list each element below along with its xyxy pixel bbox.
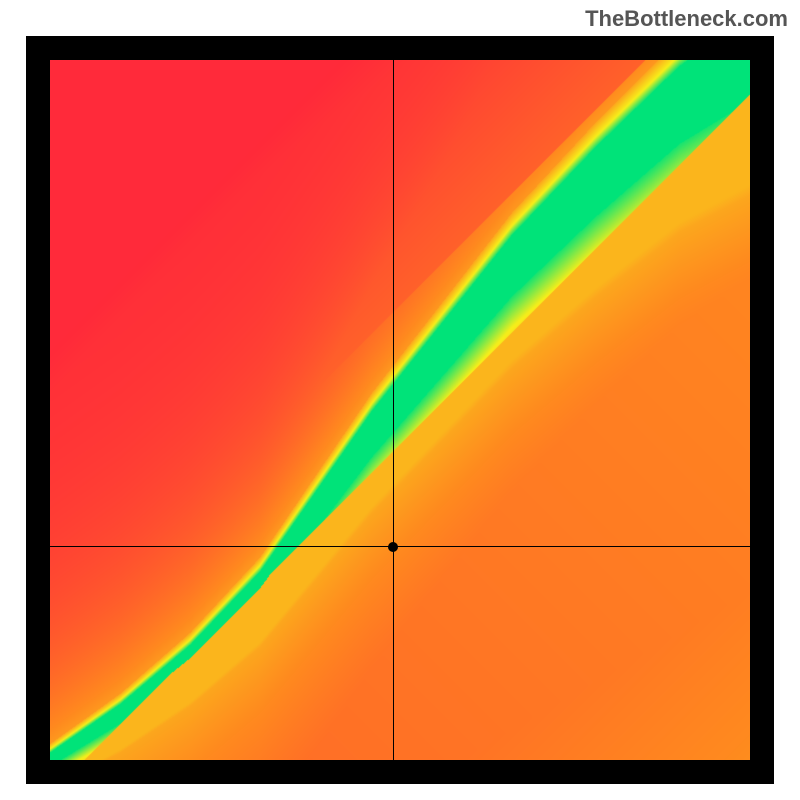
heatmap-canvas bbox=[50, 60, 750, 760]
attribution-text: TheBottleneck.com bbox=[585, 6, 788, 32]
crosshair-horizontal bbox=[50, 546, 750, 547]
crosshair-marker bbox=[388, 542, 398, 552]
chart-container: TheBottleneck.com bbox=[0, 0, 800, 800]
plot-area bbox=[50, 60, 750, 760]
crosshair-vertical bbox=[393, 60, 394, 760]
